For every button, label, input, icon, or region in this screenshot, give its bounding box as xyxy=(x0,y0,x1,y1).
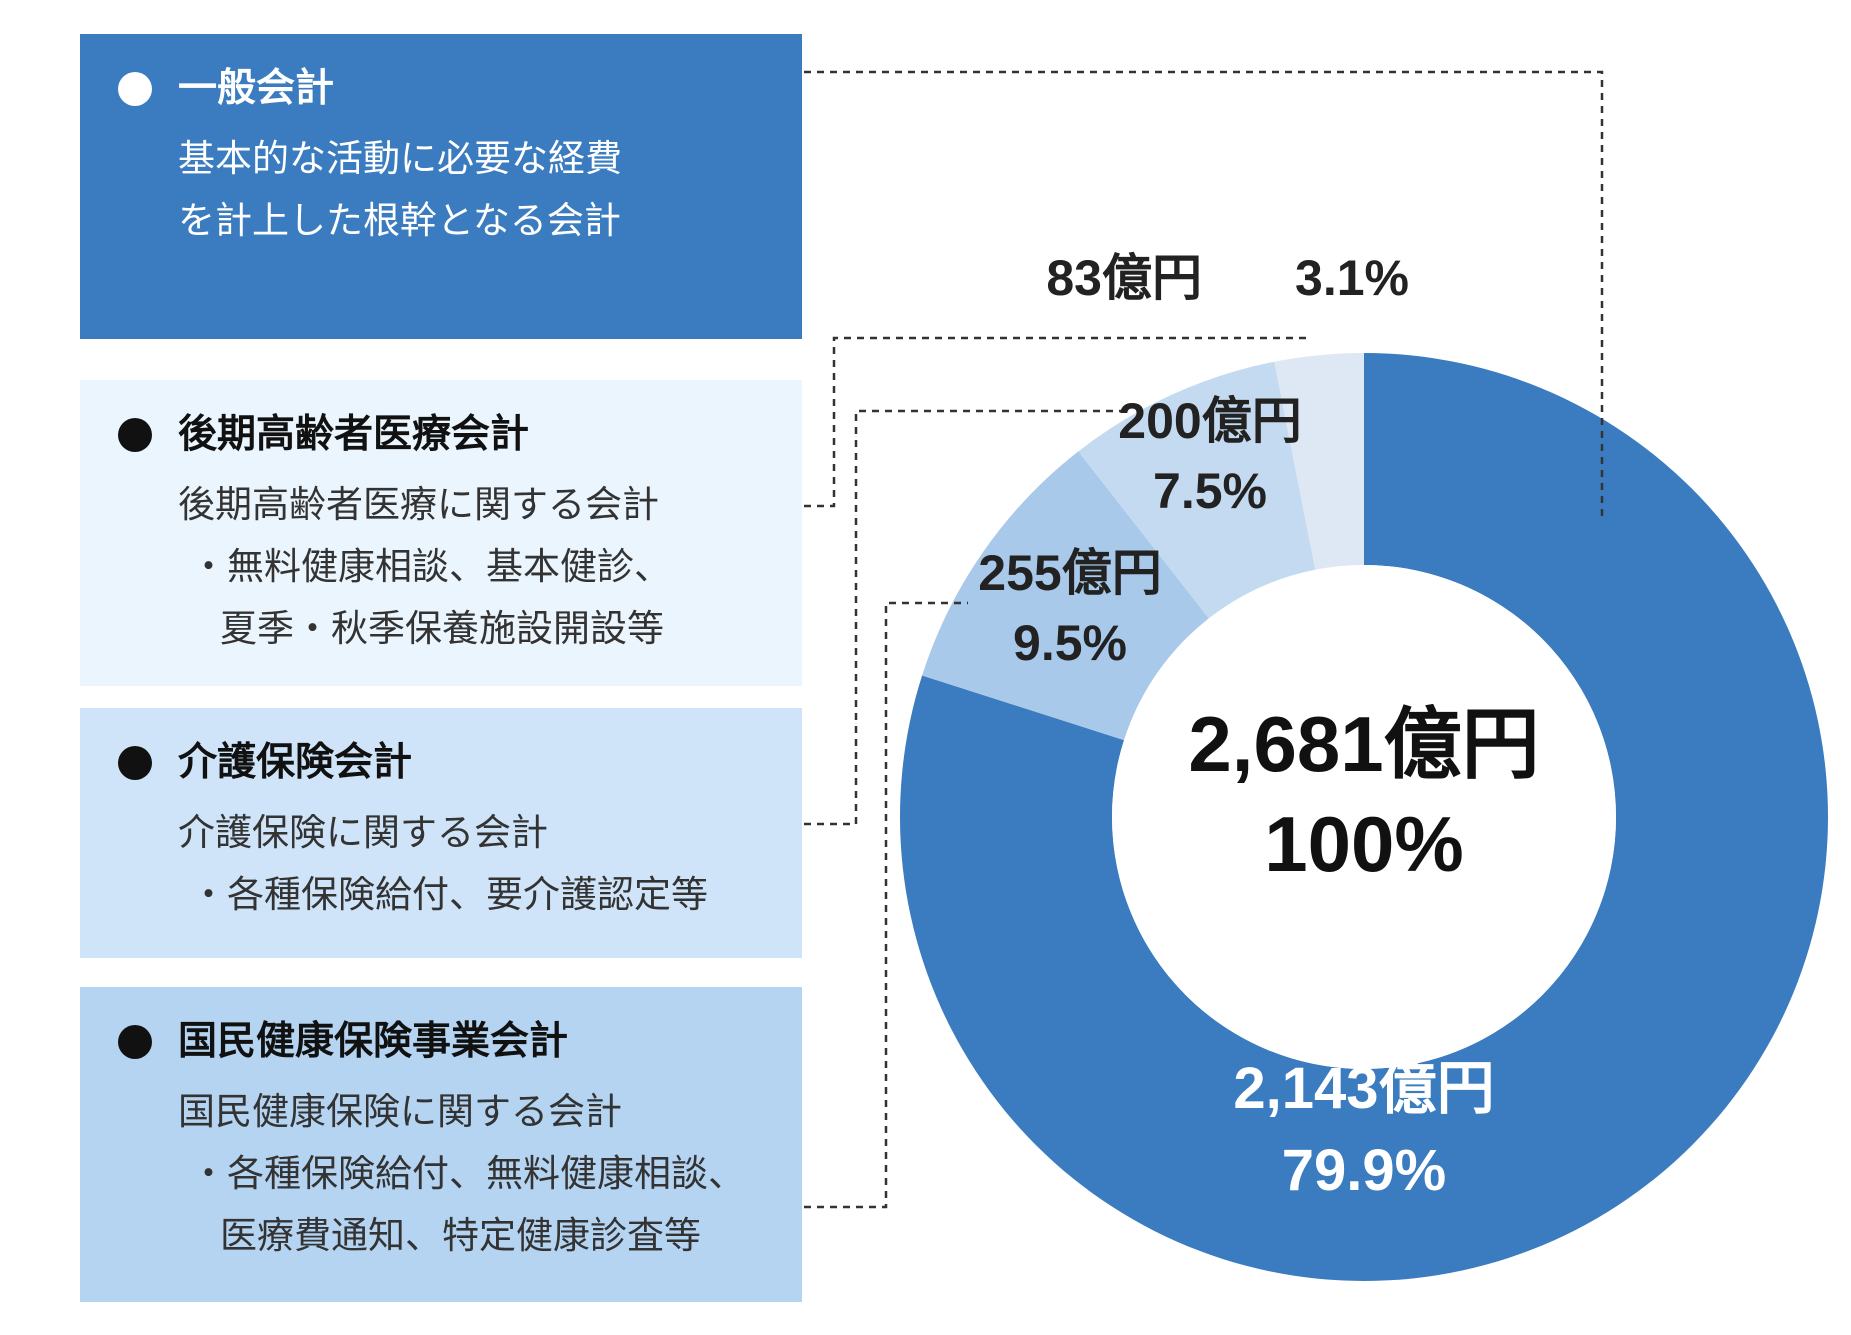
box-title: 介護保険会計 xyxy=(178,740,413,785)
legend-box-national-health-insurance: 国民健康保険事業会計 国民健康保険に関する会計 ・各種保険給付、無料健康相談、 … xyxy=(80,987,802,1302)
bullet-dot-icon xyxy=(118,418,152,452)
box-description: 基本的な活動に必要な経費 を計上した根幹となる会計 xyxy=(178,128,622,252)
box-description: 国民健康保険に関する会計 ・各種保険給付、無料健康相談、 医療費通知、特定健康診… xyxy=(178,1081,745,1267)
total-percent-label: 100% xyxy=(1264,800,1464,888)
desc-line: ・各種保険給付、無料健康相談、 xyxy=(190,1152,745,1195)
box-title: 国民健康保険事業会計 xyxy=(178,1019,569,1064)
slice-amount-label: 83億円 xyxy=(1046,250,1202,306)
slice-percent-label: 79.9% xyxy=(1282,1138,1446,1203)
legend-box-general: 一般会計 基本的な活動に必要な経費 を計上した根幹となる会計 xyxy=(80,34,802,339)
desc-line: 基本的な活動に必要な経費 xyxy=(178,137,622,180)
leader-line-nursing-care xyxy=(804,409,1122,826)
donut-center-hole xyxy=(1112,565,1616,1069)
desc-line: 国民健康保険に関する会計 xyxy=(178,1090,622,1133)
slice-national-health-insurance xyxy=(900,353,1828,1281)
desc-line: 介護保険に関する会計 xyxy=(178,811,548,854)
bullet-dot-icon xyxy=(118,1025,152,1059)
donut-slices xyxy=(900,353,1828,1281)
desc-line: 夏季・秋季保養施設開設等 xyxy=(220,607,664,650)
legend-box-elderly-medical: 後期高齢者医療会計 後期高齢者医療に関する会計 ・無料健康相談、基本健診、 夏季… xyxy=(80,380,802,686)
box-title: 後期高齢者医療会計 xyxy=(178,412,530,457)
desc-line: ・各種保険給付、要介護認定等 xyxy=(190,873,708,916)
box-title: 一般会計 xyxy=(178,66,335,111)
slice-amount-label: 200億円 xyxy=(1118,393,1301,449)
slice-elderly-medical xyxy=(1078,361,1316,619)
slice-amount-label: 2,143億円 xyxy=(1233,1056,1494,1121)
desc-line: ・無料健康相談、基本健診、 xyxy=(190,545,671,588)
slice-percent-label: 3.1% xyxy=(1295,250,1409,306)
legend-box-nursing-care: 介護保険会計 介護保険に関する会計 ・各種保険給付、要介護認定等 xyxy=(80,708,802,958)
desc-line: 後期高齢者医療に関する会計 xyxy=(178,483,659,526)
bullet-dot-icon xyxy=(118,746,152,780)
leader-lines xyxy=(804,70,1604,1209)
desc-line: 医療費通知、特定健康診査等 xyxy=(220,1214,701,1257)
box-description: 介護保険に関する会計 ・各種保険給付、要介護認定等 xyxy=(178,802,708,926)
leader-line-general xyxy=(804,70,1604,520)
total-amount-label: 2,681億円 xyxy=(1188,700,1539,788)
slice-percent-label: 9.5% xyxy=(1013,615,1127,671)
leader-line-elderly-medical xyxy=(804,336,1312,508)
slice-nursing-care xyxy=(922,451,1209,741)
slice-labels: 2,143億円 79.9% 255億円 9.5% 200億円 7.5% 83億円 3.1% xyxy=(978,250,1494,1203)
box-description: 後期高齢者医療に関する会計 ・無料健康相談、基本健診、 夏季・秋季保養施設開設等 xyxy=(178,474,671,660)
bullet-dot-icon xyxy=(118,72,152,106)
slice-percent-label: 7.5% xyxy=(1153,463,1267,519)
slice-general xyxy=(1274,353,1364,570)
slice-amount-label: 255億円 xyxy=(978,545,1161,601)
desc-line: を計上した根幹となる会計 xyxy=(178,199,621,242)
leader-line-national-health-insurance xyxy=(804,601,968,1209)
